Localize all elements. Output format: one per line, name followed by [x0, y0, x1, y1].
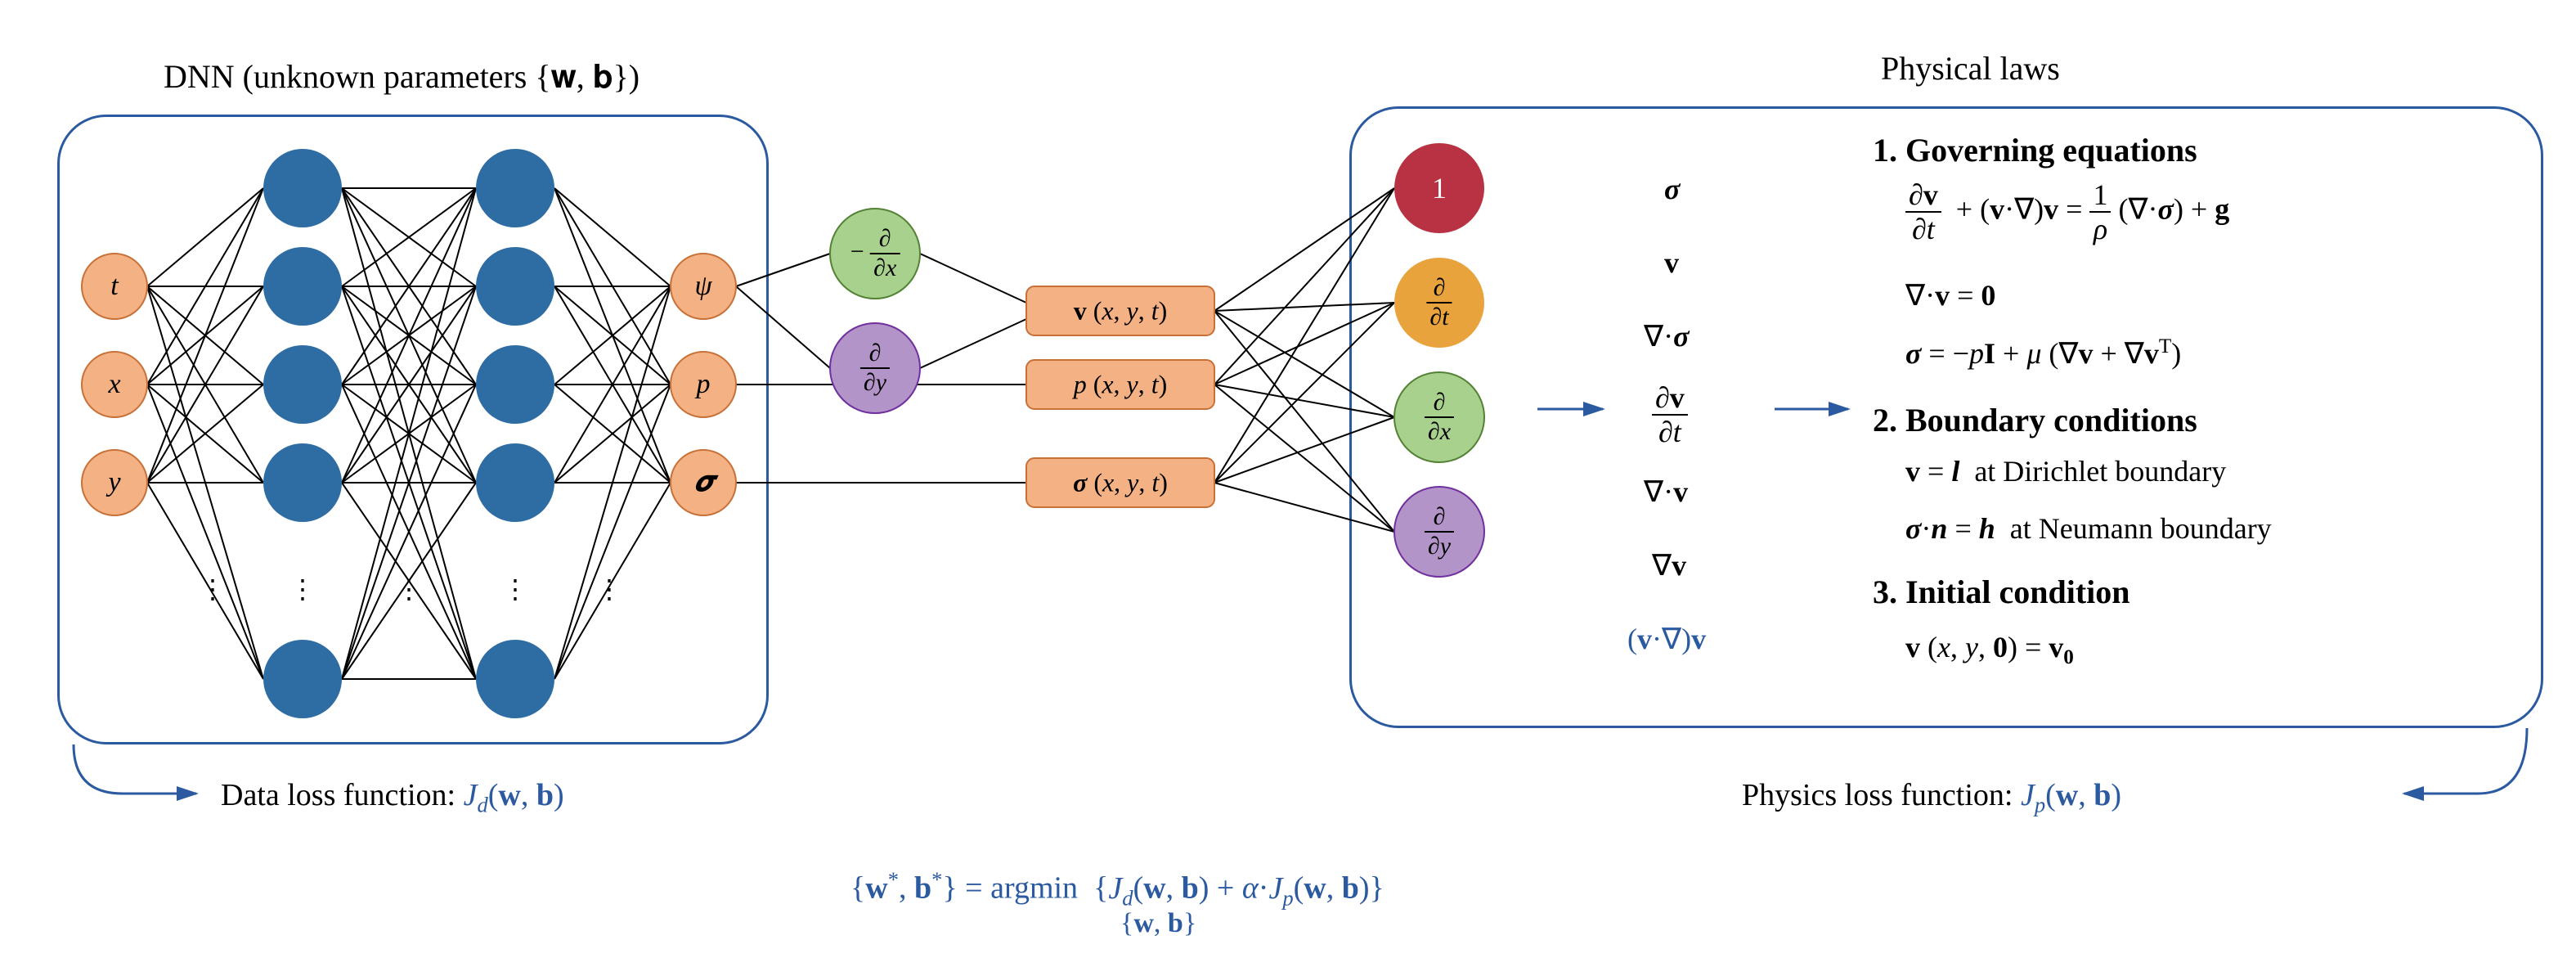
vdots-h1: ⋮: [289, 573, 316, 605]
data-loss-label: Data loss function: Jd(w, b): [221, 777, 564, 818]
ad-dy-label: ∂∂y: [1425, 505, 1454, 559]
output-psi: ψ: [694, 271, 711, 302]
eq-constitutive: σ = −pI + μ (∇v + ∇vT): [1905, 335, 2181, 371]
v-rect-label: v (x, y, t): [1074, 296, 1168, 326]
vdots-input-col: ⋮: [200, 573, 226, 605]
input-t: t: [110, 271, 118, 302]
output-sigma: 𝝈: [694, 467, 713, 498]
ad-out-gradv: ∇v: [1652, 548, 1686, 582]
physics-loss-label: Physics loss function: Jp(w, b): [1742, 777, 2121, 818]
dnn-title: DNN (unknown parameters {𝐰, 𝐛}): [164, 57, 640, 96]
argmin-equation: {w*, b*} = argmin {Jd(w, b) + α·Jp(w, b)…: [850, 867, 1384, 911]
output-p: p: [697, 369, 711, 400]
vdots-h2: ⋮: [502, 573, 528, 605]
vdots-mid: ⋮: [396, 573, 422, 605]
ad-out-convective: (v·∇)v: [1627, 622, 1706, 656]
ad-out-v: v: [1664, 245, 1679, 280]
eq-dirichlet: v = l at Dirichlet boundary: [1905, 454, 2226, 488]
eq-neumann: σ·n = h at Neumann boundary: [1905, 511, 2272, 546]
boundary-title: 2. Boundary conditions: [1873, 401, 2197, 439]
governing-title: 1. Governing equations: [1873, 131, 2197, 169]
eq-momentum: ∂v∂t + (v·∇)v = 1ρ (∇·σ) + g: [1905, 180, 2229, 244]
initial-title: 3. Initial condition: [1873, 573, 2130, 611]
ad-out-divv: ∇·v: [1644, 475, 1688, 509]
vdots-out-col: ⋮: [596, 573, 622, 605]
input-x: x: [108, 369, 120, 400]
edges-ops-vrect: [920, 254, 1026, 368]
ad-1-label: 1: [1432, 173, 1447, 203]
ad-dt-label: ∂∂t: [1426, 276, 1452, 330]
ad-out-dvdt: ∂v∂t: [1652, 383, 1688, 447]
eq-continuity: ∇·v = 0: [1905, 278, 1995, 313]
input-y: y: [108, 467, 120, 498]
ad-out-divsigma: ∇·σ: [1644, 319, 1689, 353]
sigma-rect-label: σ (x, y, t): [1073, 468, 1168, 498]
dy-label: ∂∂y: [860, 341, 890, 395]
neg-dx-label: − ∂∂x: [850, 227, 900, 281]
dnn-panel-border: [57, 115, 769, 744]
ad-out-sigma: σ: [1664, 172, 1680, 206]
argmin-under: {w, b}: [1120, 908, 1196, 939]
eq-initial: v (x, y, 0) = v0: [1905, 630, 2074, 669]
p-rect-label: p (x, y, t): [1074, 370, 1168, 400]
physical-laws-title: Physical laws: [1881, 49, 2060, 88]
ad-dx-label: ∂∂x: [1425, 390, 1454, 444]
